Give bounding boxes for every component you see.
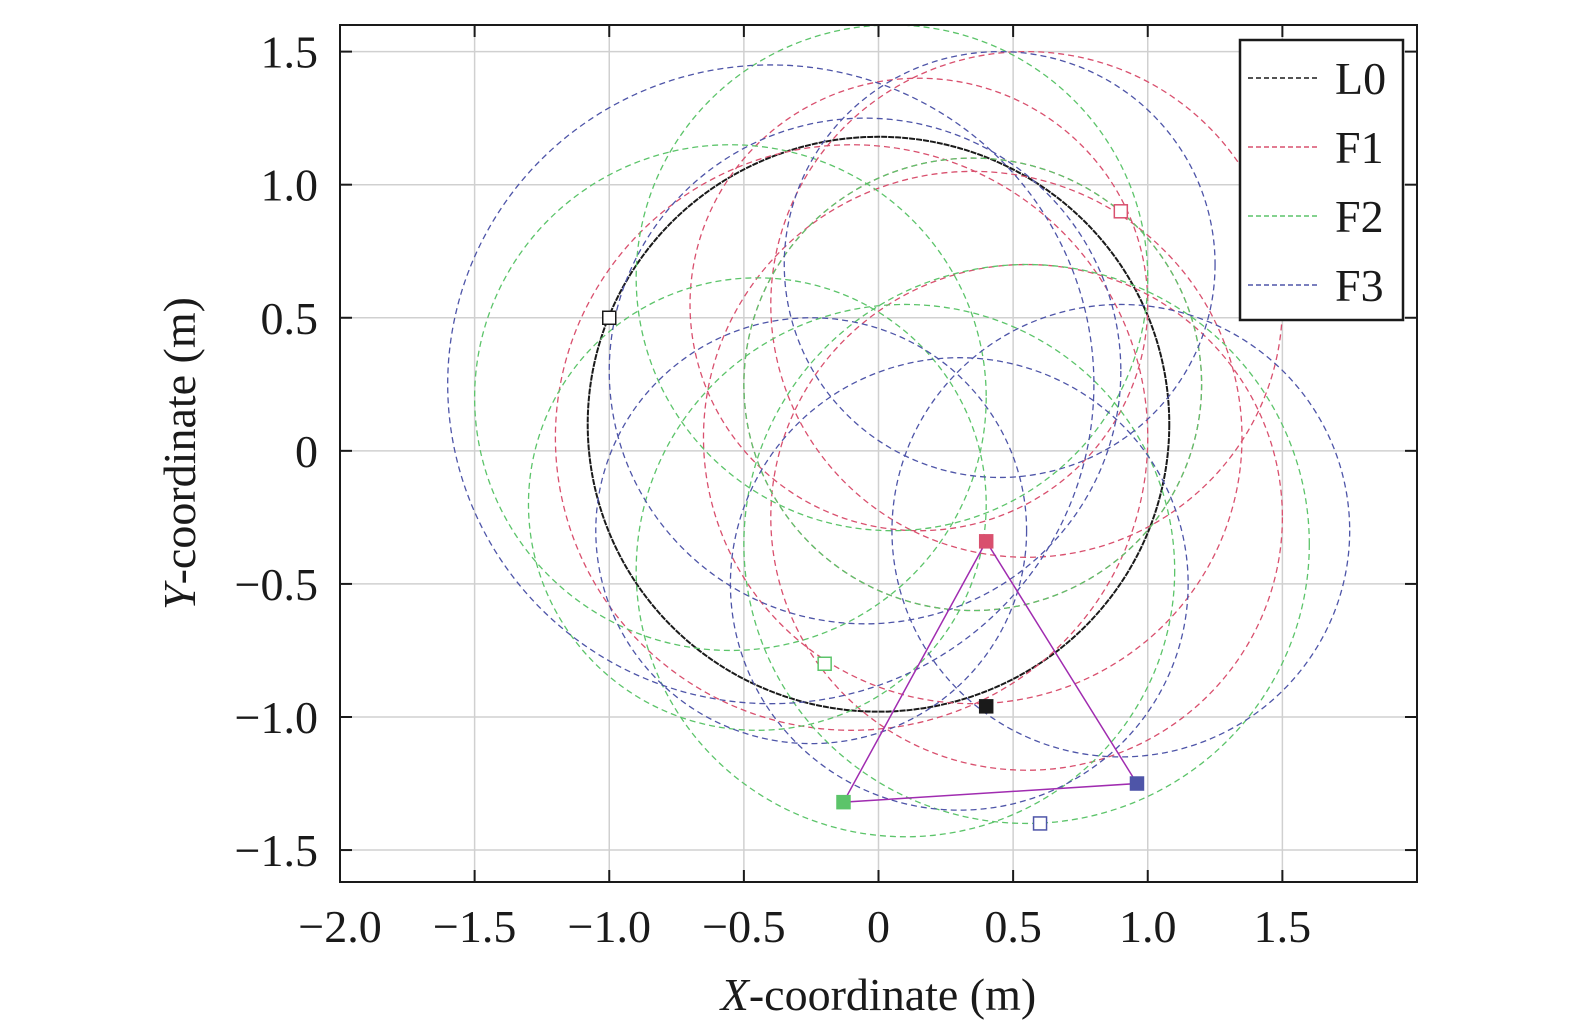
trajectory-f2 — [473, 144, 987, 652]
legend-label-f3: F3 — [1335, 260, 1384, 311]
y-tick-label: 1.5 — [261, 27, 319, 78]
trajectory-l0 — [586, 135, 1171, 713]
trajectory-f3 — [729, 357, 1189, 811]
x-tick-label: 0 — [867, 901, 890, 952]
x-tick-label: 0.5 — [984, 901, 1042, 952]
y-tick-label: 0 — [295, 426, 318, 477]
start-marker-f3 — [1032, 816, 1048, 831]
trajectory-f3 — [783, 50, 1216, 479]
x-axis-title: X-coordinate (m) — [719, 969, 1036, 1020]
x-tick-label: −1.5 — [433, 901, 516, 952]
x-tick-label: −1.0 — [568, 901, 651, 952]
trajectory-f1 — [702, 170, 1243, 705]
legend-label-l0: L0 — [1335, 53, 1386, 104]
y-tick-label: −1.0 — [235, 692, 318, 743]
x-tick-label: 1.0 — [1119, 901, 1177, 952]
trajectory-f1 — [770, 263, 1284, 771]
grid — [339, 25, 1417, 882]
start-marker-l0 — [602, 310, 617, 326]
trajectory-f2 — [743, 157, 1203, 612]
trajectory-f3 — [595, 317, 1028, 745]
end-marker-f2 — [836, 794, 851, 810]
end-marker-f3 — [1129, 776, 1145, 791]
trajectory-f2 — [635, 24, 1149, 532]
trajectory-f3 — [891, 303, 1351, 758]
axis-ticks — [339, 25, 1417, 882]
end-marker-l0 — [978, 699, 994, 714]
y-tick-label: 0.5 — [261, 293, 319, 344]
x-tick-label: −0.5 — [702, 901, 785, 952]
legend-box — [1238, 38, 1405, 322]
trajectory-curves — [447, 24, 1351, 838]
trajectory-f1 — [689, 77, 1149, 532]
y-tick-label: 1.0 — [261, 160, 319, 211]
y-tick-label: −0.5 — [235, 559, 318, 610]
position-markers — [602, 204, 1145, 831]
formation-edges — [842, 539, 1139, 803]
tick-labels: −2.0 −1.5 −1.0 −0.5 0 0.5 1.0 1.5 −1.5 −1.0 −0.5 0 0… — [235, 27, 1312, 952]
legend: L0 F1 F2 F3 — [1238, 38, 1405, 322]
trajectory-f3 — [447, 64, 1095, 705]
start-marker-f1 — [1113, 204, 1129, 219]
trajectory-f2 — [527, 277, 987, 731]
start-marker-f2 — [817, 656, 832, 672]
trajectory-f2 — [635, 303, 1176, 838]
y-axis-title: Y-coordinate (m) — [154, 297, 205, 610]
trajectory-f3 — [608, 117, 1122, 625]
y-tick-label: −1.5 — [235, 825, 318, 876]
x-tick-label: 1.5 — [1254, 901, 1312, 952]
legend-label-f1: F1 — [1335, 122, 1384, 173]
trajectory-f2 — [743, 263, 1310, 825]
trajectory-f1 — [554, 144, 1149, 731]
x-tick-label: −2.0 — [298, 901, 381, 952]
end-marker-f1 — [978, 534, 994, 549]
formation-triangle — [842, 539, 1139, 803]
legend-label-f2: F2 — [1335, 191, 1384, 242]
